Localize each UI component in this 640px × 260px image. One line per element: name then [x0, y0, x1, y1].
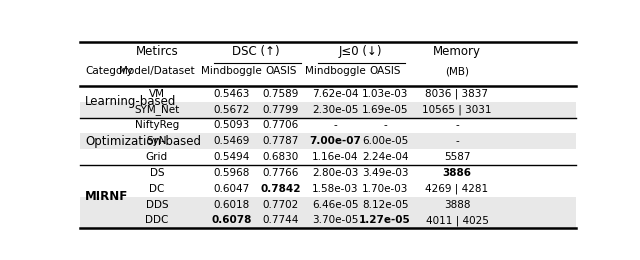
Text: OASIS: OASIS — [265, 66, 296, 76]
Text: DDS: DDS — [145, 200, 168, 210]
Text: 0.5469: 0.5469 — [213, 136, 250, 146]
Text: Optimization-based: Optimization-based — [85, 135, 201, 148]
Text: 7.00e-07: 7.00e-07 — [310, 136, 362, 146]
Text: 0.7744: 0.7744 — [262, 215, 299, 225]
Text: 10565 | 3031: 10565 | 3031 — [422, 104, 492, 115]
Text: 3.70e-05: 3.70e-05 — [312, 215, 358, 225]
Text: SYM_Net: SYM_Net — [134, 104, 179, 115]
Text: 0.7799: 0.7799 — [262, 105, 299, 115]
Text: 6.00e-05: 6.00e-05 — [362, 136, 408, 146]
Text: SyN: SyN — [147, 136, 167, 146]
Text: Model/Dataset: Model/Dataset — [119, 66, 195, 76]
Text: 0.6830: 0.6830 — [263, 152, 299, 162]
Text: 0.7702: 0.7702 — [263, 200, 299, 210]
Text: 1.70e-03: 1.70e-03 — [362, 184, 408, 194]
Text: 0.5968: 0.5968 — [213, 168, 250, 178]
Text: Memory: Memory — [433, 45, 481, 58]
Text: Mindboggle: Mindboggle — [305, 66, 366, 76]
Text: -: - — [455, 120, 459, 131]
Text: 0.6078: 0.6078 — [211, 215, 252, 225]
Text: 2.24e-04: 2.24e-04 — [362, 152, 408, 162]
Text: 8.12e-05: 8.12e-05 — [362, 200, 408, 210]
Text: 5587: 5587 — [444, 152, 470, 162]
Text: Metircs: Metircs — [136, 45, 179, 58]
Text: 2.80e-03: 2.80e-03 — [312, 168, 358, 178]
Text: -: - — [455, 136, 459, 146]
Text: Grid: Grid — [146, 152, 168, 162]
Text: 0.7787: 0.7787 — [262, 136, 299, 146]
Text: DDC: DDC — [145, 215, 168, 225]
Text: 0.7706: 0.7706 — [263, 120, 299, 131]
Text: 0.5672: 0.5672 — [213, 105, 250, 115]
Text: Category: Category — [85, 66, 132, 76]
FancyBboxPatch shape — [80, 133, 576, 149]
Text: NiftyReg: NiftyReg — [135, 120, 179, 131]
Text: 0.7589: 0.7589 — [262, 89, 299, 99]
Text: 4269 | 4281: 4269 | 4281 — [426, 184, 488, 194]
Text: 1.69e-05: 1.69e-05 — [362, 105, 408, 115]
Text: DSC (↑): DSC (↑) — [232, 45, 280, 58]
FancyBboxPatch shape — [80, 102, 576, 118]
Text: -: - — [383, 120, 387, 131]
Text: -: - — [333, 120, 337, 131]
Text: 0.5093: 0.5093 — [213, 120, 250, 131]
Text: J≤0 (↓): J≤0 (↓) — [339, 45, 382, 58]
Text: Mindboggle: Mindboggle — [201, 66, 262, 76]
FancyBboxPatch shape — [80, 212, 576, 228]
Text: 1.16e-04: 1.16e-04 — [312, 152, 358, 162]
Text: 0.7842: 0.7842 — [260, 184, 301, 194]
Text: DS: DS — [150, 168, 164, 178]
Text: 0.5463: 0.5463 — [213, 89, 250, 99]
Text: 2.30e-05: 2.30e-05 — [312, 105, 358, 115]
Text: 8036 | 3837: 8036 | 3837 — [426, 89, 488, 99]
Text: MIRNF: MIRNF — [85, 190, 128, 203]
Text: OASIS: OASIS — [369, 66, 401, 76]
Text: 4011 | 4025: 4011 | 4025 — [426, 215, 488, 226]
Text: DC: DC — [149, 184, 164, 194]
Text: 3886: 3886 — [442, 168, 472, 178]
Text: (MB): (MB) — [445, 66, 469, 76]
Text: Learning-based: Learning-based — [85, 95, 177, 108]
Text: 7.62e-04: 7.62e-04 — [312, 89, 358, 99]
Text: 1.58e-03: 1.58e-03 — [312, 184, 358, 194]
Text: 0.7766: 0.7766 — [262, 168, 299, 178]
Text: 0.6018: 0.6018 — [213, 200, 250, 210]
Text: 1.27e-05: 1.27e-05 — [359, 215, 411, 225]
Text: 6.46e-05: 6.46e-05 — [312, 200, 358, 210]
Text: 0.5494: 0.5494 — [213, 152, 250, 162]
FancyBboxPatch shape — [80, 197, 576, 212]
Text: 3888: 3888 — [444, 200, 470, 210]
Text: 3.49e-03: 3.49e-03 — [362, 168, 408, 178]
Text: 1.03e-03: 1.03e-03 — [362, 89, 408, 99]
Text: 0.6047: 0.6047 — [213, 184, 250, 194]
Text: VM: VM — [149, 89, 165, 99]
